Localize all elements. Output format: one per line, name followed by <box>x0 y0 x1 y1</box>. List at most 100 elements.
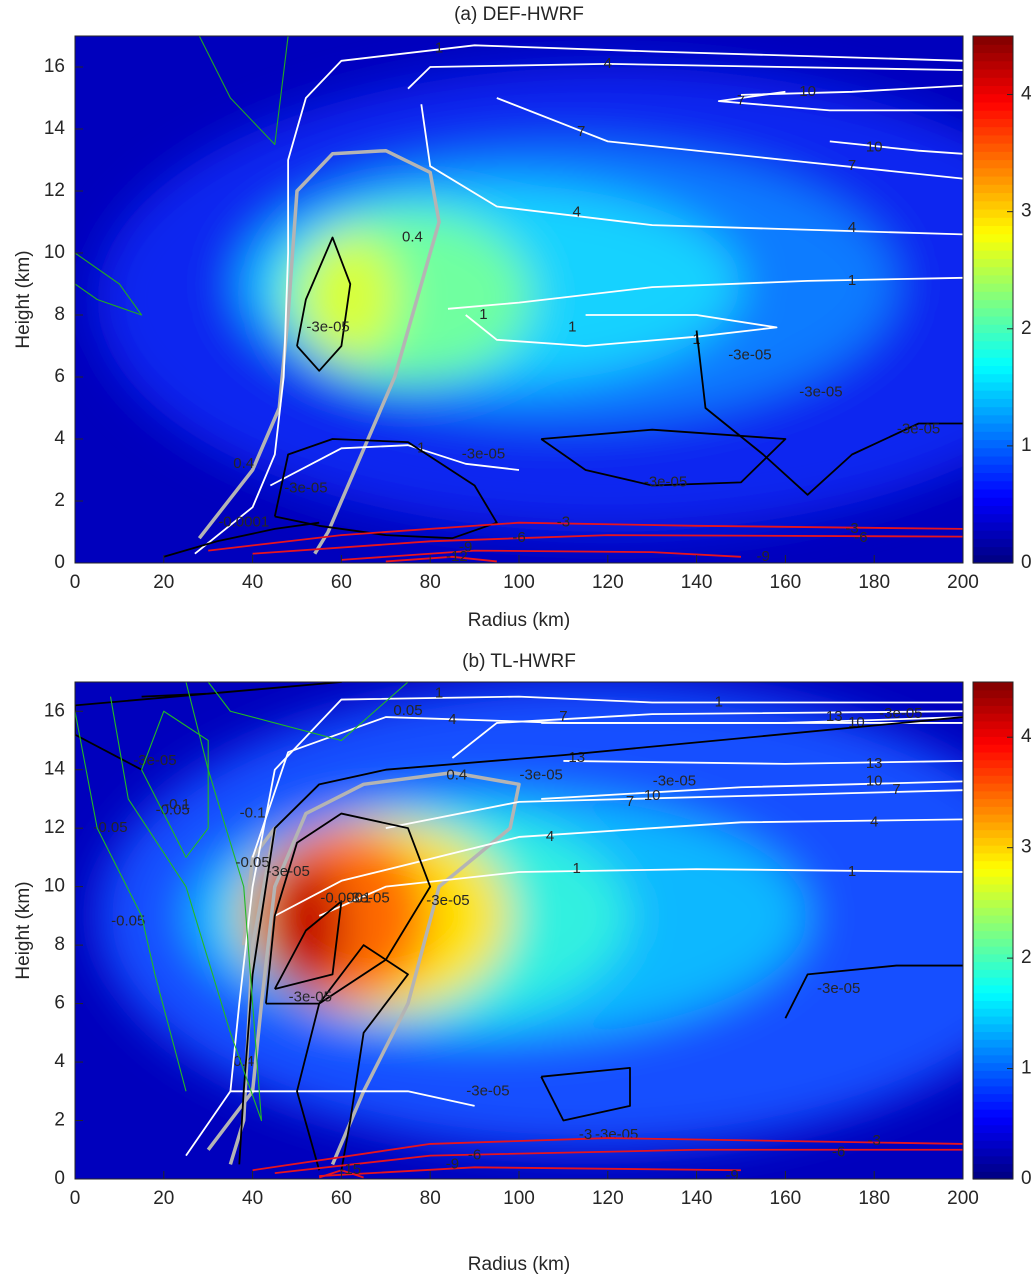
contour-line <box>319 1166 742 1177</box>
contour-label: -9 <box>459 538 472 555</box>
y-tick-label: 10 <box>44 242 65 263</box>
field <box>97 682 963 1150</box>
y-tick-label: 6 <box>54 993 65 1014</box>
contour-label: -6 <box>832 1144 845 1161</box>
contour-label: 0.4 <box>402 228 423 245</box>
contour-line <box>420 104 963 236</box>
contour-line <box>208 521 963 552</box>
y-tick-label: 0 <box>54 552 65 573</box>
colorbar-tick-label: 2 <box>1021 947 1032 968</box>
contour-label: 7 <box>848 157 856 174</box>
contour-label: 1 <box>573 860 581 877</box>
y-tick-label: 14 <box>44 759 66 780</box>
contour-line <box>717 90 963 112</box>
colorbar-tick-label: 1 <box>1021 1058 1032 1079</box>
contour-label: -0.0001 <box>320 889 371 906</box>
colorbar-tick-label: 0 <box>1021 552 1032 573</box>
contour-line <box>141 710 209 858</box>
x-tick-label: 120 <box>592 1188 624 1209</box>
contour-label: -3e-05 <box>289 989 332 1006</box>
y-tick-label: 10 <box>44 876 65 897</box>
contour-label: 7 <box>559 708 567 725</box>
y-tick-label: 6 <box>54 366 65 387</box>
contour-label: -0.05 <box>93 819 127 836</box>
contour-label: 1 <box>848 863 856 880</box>
field-blob <box>265 860 346 995</box>
contour-label: -0.1 <box>240 805 266 822</box>
contour-label: -3e-05 <box>306 318 349 335</box>
contour-line <box>109 682 263 1122</box>
panel: 0.40.41111114447771010-3e-05-3e-05-3e-05… <box>13 4 1032 631</box>
y-tick-label: 8 <box>54 304 65 325</box>
contour-line <box>230 1090 475 1107</box>
x-tick-label: 20 <box>153 1188 174 1209</box>
y-tick-label: 4 <box>54 1051 65 1072</box>
x-tick-label: 140 <box>681 1188 713 1209</box>
contour-label: 0.05 <box>393 702 422 719</box>
contour-label: -3e-05 <box>644 473 687 490</box>
contour-label: 1 <box>435 685 443 702</box>
contour-label: 4 <box>870 813 878 830</box>
y-tick-label: 8 <box>54 934 65 955</box>
contour-label: -0.05 <box>235 854 269 871</box>
contour-label: -3 <box>845 520 858 537</box>
contour-label: -3e-05 <box>426 892 469 909</box>
contour-label: 1 <box>848 272 856 289</box>
contour-line <box>75 711 187 1092</box>
contour-label: 0.4 <box>446 767 467 784</box>
x-tick-label: 40 <box>242 572 263 593</box>
contour-line <box>451 710 963 759</box>
contour-line <box>318 1169 364 1179</box>
x-tick-label: 60 <box>331 1188 352 1209</box>
contour-label: -9 <box>446 1155 459 1172</box>
colorbar-tick-label: 4 <box>1021 726 1032 747</box>
y-tick-label: 12 <box>44 817 65 838</box>
x-tick-label: 120 <box>592 572 624 593</box>
contour-line <box>695 330 963 496</box>
colorbar: 0 1 2 3 4 <box>972 681 1032 1189</box>
contour-label: -3e-05 <box>595 1126 638 1143</box>
contour-line <box>207 682 409 742</box>
x-tick-label: 160 <box>770 572 802 593</box>
contour-line <box>75 252 143 316</box>
contour-label: 7 <box>892 781 900 798</box>
x-tick-label: 0 <box>70 572 81 593</box>
contour-line <box>829 140 963 155</box>
contour-label: 13 <box>568 749 585 766</box>
contour-line <box>318 868 963 917</box>
contour-line <box>185 695 963 1157</box>
contour-line <box>252 1137 963 1172</box>
contour-label: -3e-05 <box>520 767 563 784</box>
colorbar-tick-label: 0 <box>1021 1168 1032 1189</box>
contour-label: -3 <box>868 1132 881 1149</box>
field-blob <box>301 234 400 359</box>
chart-title: (b) TL-HWRF <box>462 651 576 672</box>
contour-label: -12 <box>446 548 468 565</box>
colorbar: 0 1 2 3 4 <box>972 35 1032 573</box>
y-tick-label: 14 <box>44 118 66 139</box>
contour-label: 4 <box>573 204 581 221</box>
contour-line <box>540 428 787 487</box>
colorbar-tick-label: 2 <box>1021 318 1032 339</box>
contour-label: -3e-05 <box>346 889 389 906</box>
plot-area: 0.4 0.4 1 1 1 1 1 1 4 4 4 7 7 7 10 10 -3e-05 -3e-05 -3e-05… <box>75 36 963 565</box>
contour-label: 0.4 <box>233 455 254 472</box>
contour-label: 4 <box>848 219 856 236</box>
contour-label: 0.4 <box>233 1053 254 1070</box>
contour-label: -3e-05 <box>466 1082 509 1099</box>
y-tick-label: 4 <box>54 428 65 449</box>
contour-line <box>273 438 498 540</box>
contour-line <box>296 944 409 1171</box>
contour-label: 13 <box>826 708 843 725</box>
contour-label: 4 <box>604 55 612 72</box>
contour-label: -3e-05 <box>284 480 327 497</box>
contour-label: -9 <box>757 548 770 565</box>
contour-label: 1 <box>568 318 576 335</box>
contour-line <box>296 236 352 372</box>
x-tick-label: 180 <box>858 1188 890 1209</box>
x-tick-label: 80 <box>420 1188 441 1209</box>
y-tick-label: 2 <box>54 1110 65 1131</box>
